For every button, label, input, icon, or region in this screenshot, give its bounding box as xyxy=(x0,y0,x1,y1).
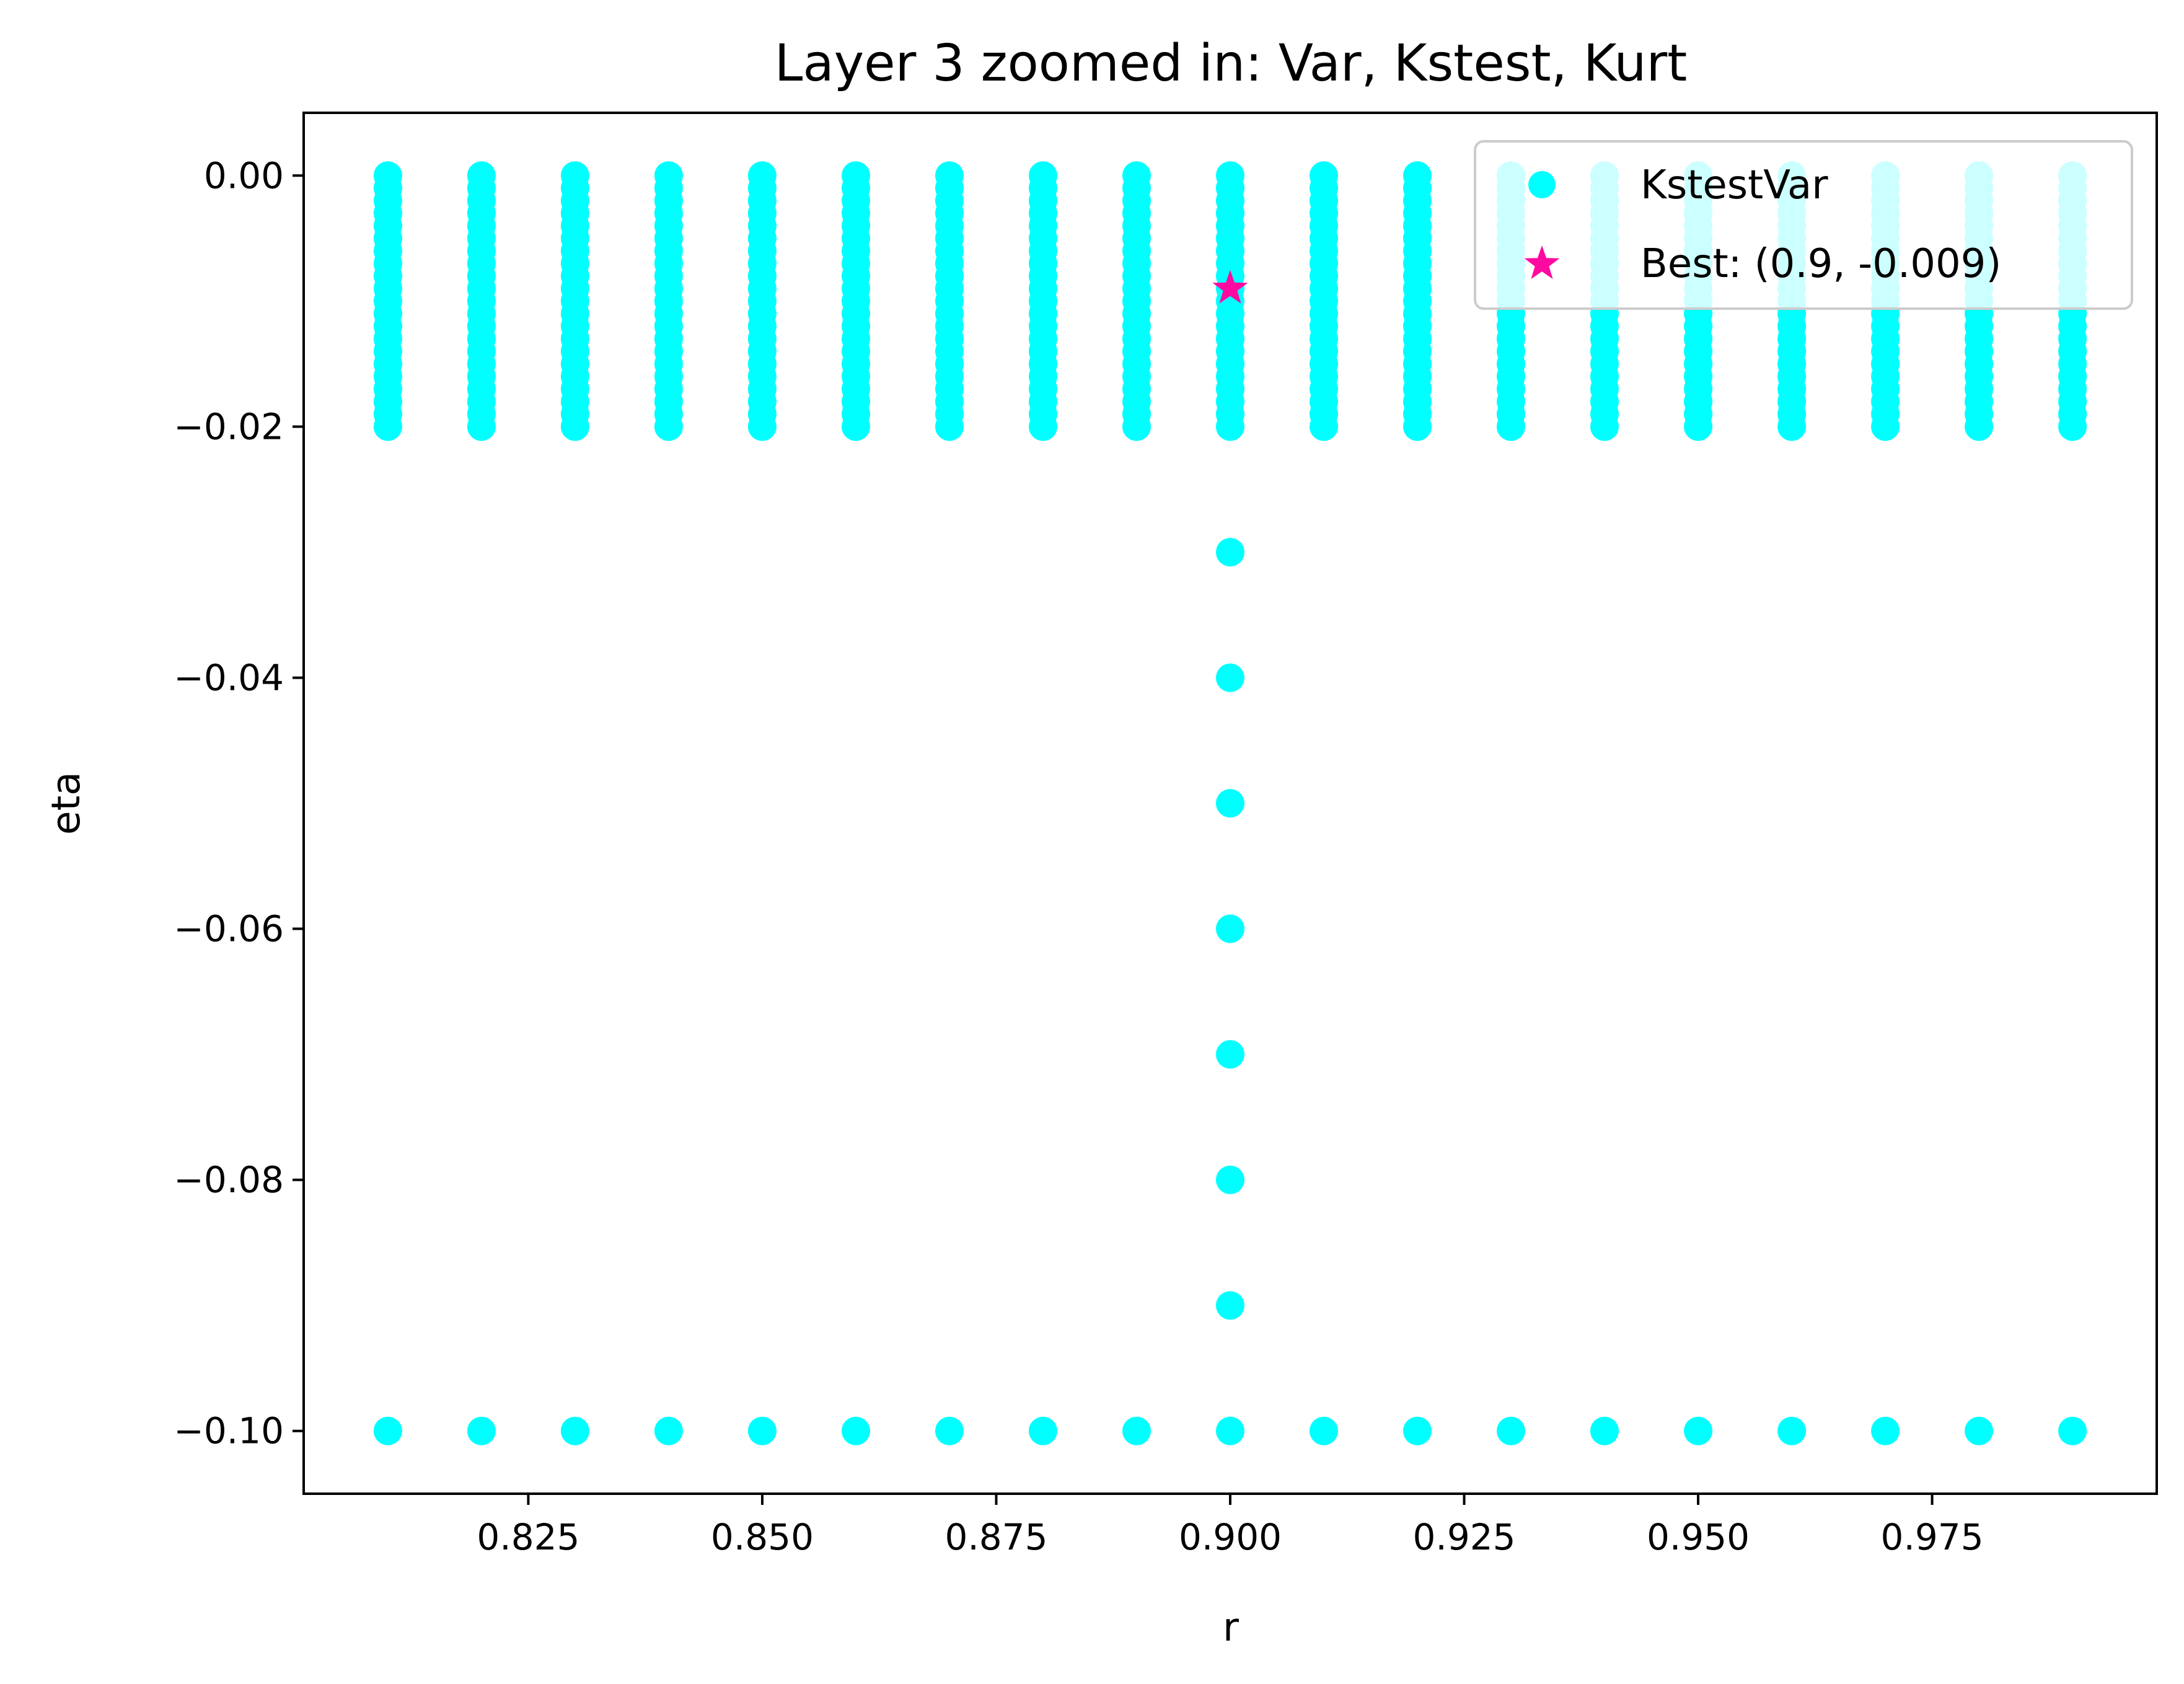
point-kstestvar xyxy=(373,161,402,190)
x-tick-label: 0.925 xyxy=(1413,1516,1516,1558)
point-kstestvar xyxy=(1310,161,1338,190)
y-tick-label: −0.08 xyxy=(174,1159,284,1201)
point-kstestvar xyxy=(1216,789,1244,818)
point-kstestvar xyxy=(747,161,777,190)
legend-marker-best xyxy=(1524,245,1560,280)
point-kstestvar xyxy=(467,161,496,190)
point-kstestvar xyxy=(560,1416,589,1445)
point-kstestvar xyxy=(1497,1416,1525,1445)
x-tick-label: 0.825 xyxy=(477,1516,579,1558)
y-axis: 0.00 −0.02 −0.04 −0.06 −0.08 −0.10 xyxy=(174,154,304,1452)
point-kstestvar xyxy=(1310,1416,1338,1445)
point-kstestvar xyxy=(1216,663,1244,692)
point-kstestvar xyxy=(1590,1416,1619,1445)
point-kstestvar xyxy=(1777,1416,1807,1445)
x-tick-label: 0.875 xyxy=(944,1516,1047,1558)
point-kstestvar xyxy=(1216,161,1244,190)
y-tick-label: 0.00 xyxy=(204,154,284,196)
point-kstestvar xyxy=(1965,1416,1994,1445)
point-kstestvar xyxy=(560,161,589,190)
point-kstestvar xyxy=(1216,1040,1244,1069)
point-kstestvar xyxy=(1029,1416,1057,1445)
legend-label-kstestvar: KstestVar xyxy=(1640,162,1828,208)
legend: KstestVar Best: (0.9, -0.009) xyxy=(1474,140,2133,310)
point-kstestvar xyxy=(1216,1165,1244,1194)
point-kstestvar xyxy=(1122,161,1151,190)
chart-title: Layer 3 zoomed in: Var, Kstest, Kurt xyxy=(775,34,1688,93)
point-kstestvar xyxy=(935,1416,964,1445)
y-tick-label: −0.06 xyxy=(174,908,284,950)
point-kstestvar xyxy=(842,1416,870,1445)
x-tick-label: 0.850 xyxy=(711,1516,814,1558)
point-kstestvar xyxy=(1216,914,1244,943)
y-tick-label: −0.04 xyxy=(174,656,284,699)
point-kstestvar xyxy=(654,161,683,190)
y-tick-label: −0.10 xyxy=(174,1410,284,1452)
point-kstestvar xyxy=(842,161,870,190)
point-kstestvar xyxy=(467,1416,496,1445)
point-kstestvar xyxy=(1029,161,1057,190)
point-kstestvar xyxy=(373,1416,402,1445)
point-kstestvar xyxy=(654,1416,683,1445)
point-kstestvar xyxy=(1403,161,1432,190)
point-kstestvar xyxy=(1216,1416,1244,1445)
point-kstestvar xyxy=(747,1416,777,1445)
x-tick-label: 0.975 xyxy=(1881,1516,1984,1558)
point-kstestvar xyxy=(1122,1416,1151,1445)
point-kstestvar xyxy=(1216,537,1244,566)
legend-box xyxy=(1474,140,2133,310)
y-axis-label: eta xyxy=(43,772,89,835)
x-tick-label: 0.950 xyxy=(1647,1516,1750,1558)
x-tick-label: 0.900 xyxy=(1179,1516,1282,1558)
legend-label-best: Best: (0.9, -0.009) xyxy=(1640,241,2001,287)
point-kstestvar xyxy=(1871,1416,1900,1445)
point-kstestvar xyxy=(1403,1416,1432,1445)
y-tick-label: −0.02 xyxy=(174,405,284,447)
point-best-star xyxy=(1212,270,1248,304)
point-kstestvar xyxy=(935,161,964,190)
x-axis-label: r xyxy=(1223,1605,1239,1650)
x-axis: 0.825 0.850 0.875 0.900 0.925 0.950 0.975 xyxy=(477,1494,1984,1558)
point-kstestvar xyxy=(2058,1416,2087,1445)
point-kstestvar xyxy=(1216,1291,1244,1320)
legend-marker-kstestvar xyxy=(1528,171,1556,198)
data-points xyxy=(373,161,2087,1445)
point-kstestvar xyxy=(1684,1416,1713,1445)
